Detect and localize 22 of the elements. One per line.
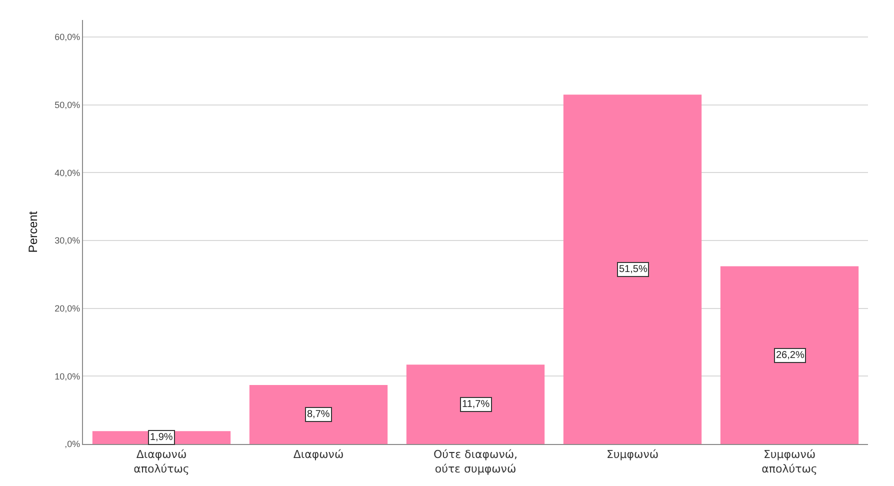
y-tick-label: 40,0%	[54, 168, 80, 178]
x-tick-label: Συμφωνώ απολύτως	[762, 448, 818, 476]
y-tick-label: 10,0%	[54, 371, 80, 382]
y-axis-title: Percent	[26, 210, 40, 253]
data-label: 1,9%	[150, 432, 173, 443]
bar	[406, 364, 545, 444]
y-tick-label: 60,0%	[54, 32, 80, 42]
bar	[720, 266, 859, 444]
x-tick-label: Ούτε διαφωνώ, ούτε συμφωνώ	[433, 448, 518, 476]
data-label: 8,7%	[307, 409, 330, 420]
bar	[249, 384, 388, 444]
y-tick-label: 50,0%	[54, 100, 80, 110]
y-tick-label: 30,0%	[54, 236, 80, 246]
y-tick-label: 20,0%	[54, 303, 80, 314]
x-tick-label: Συμφωνώ	[606, 448, 659, 462]
data-label: 51,5%	[619, 264, 648, 275]
x-tick-label: Διαφωνώ	[293, 448, 344, 462]
data-label: 11,7%	[462, 399, 490, 410]
y-tick-label: ,0%	[64, 439, 80, 450]
bar	[563, 94, 702, 444]
data-label: 26,2%	[776, 350, 804, 361]
x-tick-label: Διαφωνώ απολύτως	[134, 448, 190, 476]
